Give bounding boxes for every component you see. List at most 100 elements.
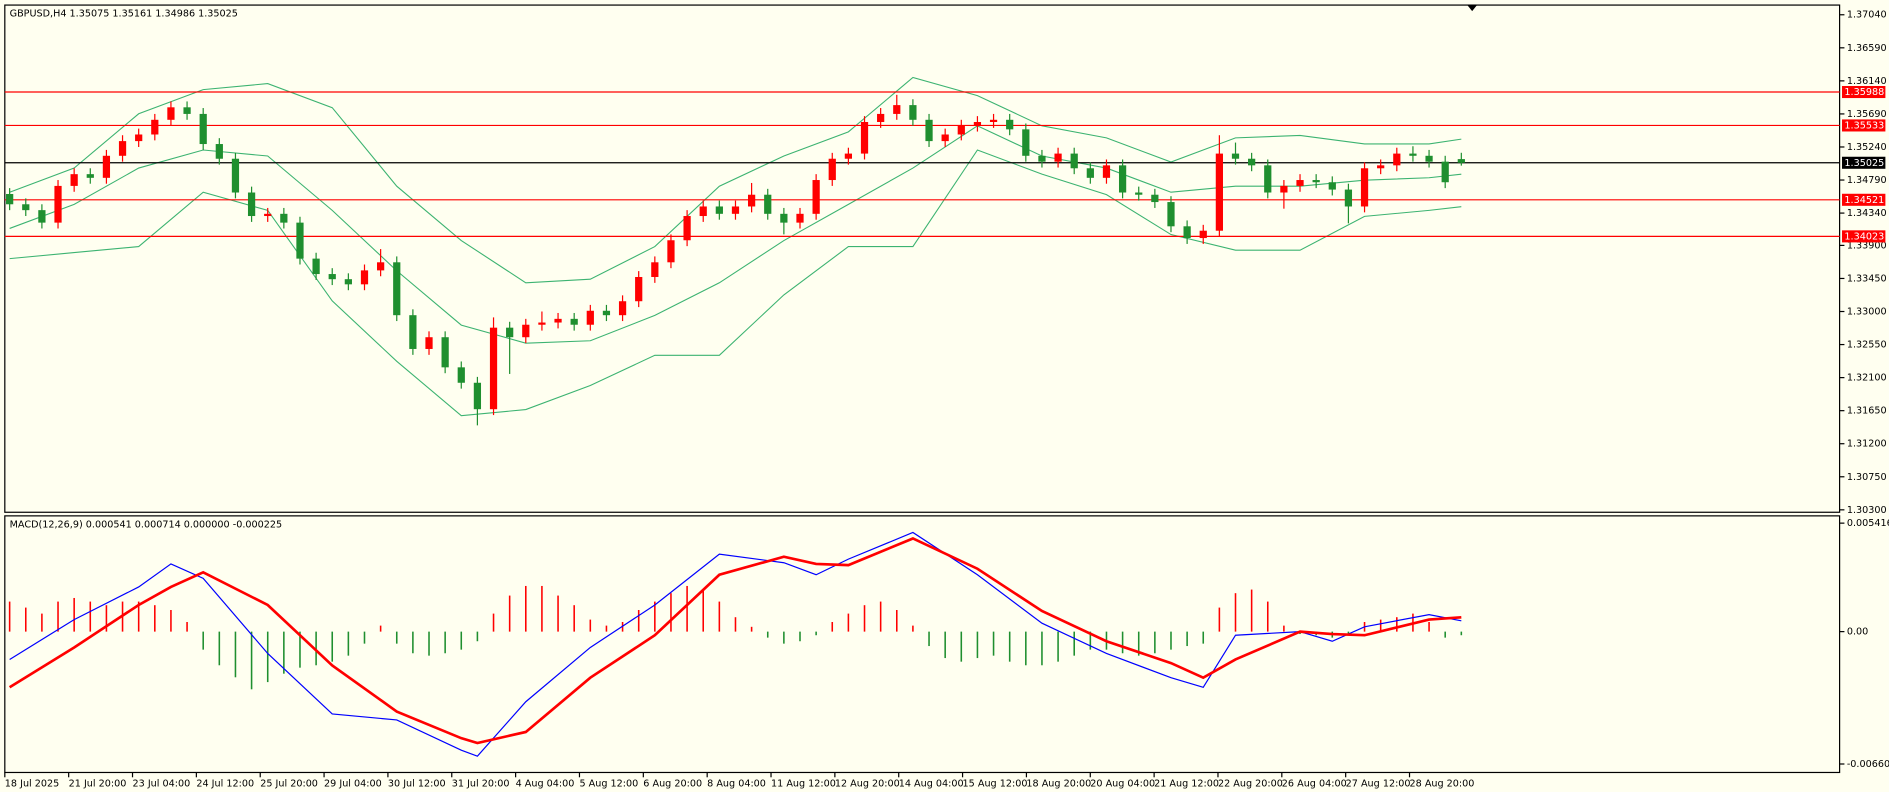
y-tick-label: 1.32100: [1847, 373, 1887, 384]
candle-body: [812, 180, 820, 214]
candle-body: [118, 141, 127, 156]
candle-body: [747, 194, 756, 207]
x-tick-label: 30 Jul 12:00: [388, 778, 446, 789]
x-tick-label: 20 Aug 04:00: [1090, 778, 1155, 789]
candle-body: [941, 134, 949, 142]
candle-body: [457, 367, 465, 383]
y-tick-label: 1.32550: [1847, 340, 1887, 351]
candle-body: [360, 270, 369, 285]
band-upper: [9, 76, 1462, 284]
macd-panel: [4, 515, 1841, 774]
candle-body: [538, 322, 546, 325]
candle-body: [1102, 165, 1111, 178]
candle-body: [1215, 153, 1223, 231]
candle-body: [780, 213, 788, 223]
x-tick-label: 5 Aug 12:00: [579, 778, 638, 789]
candle-body: [731, 206, 740, 214]
candle-body: [328, 274, 336, 280]
candle-body: [377, 262, 385, 271]
y-tick-label: 1.34340: [1847, 208, 1887, 219]
candle-body: [1360, 168, 1369, 207]
candle-body: [231, 158, 240, 193]
candle-body: [844, 153, 853, 159]
y-tick-label: 1.35690: [1847, 109, 1887, 120]
candle-body: [151, 119, 159, 135]
macd-line: [8, 537, 1462, 745]
candle-body: [796, 213, 804, 223]
candle-body: [1264, 165, 1272, 193]
plot-layer: GBPUSD,H4 1.35075 1.35161 1.34986 1.3502…: [4, 9, 1889, 789]
candle-body: [989, 119, 998, 123]
candle-body: [70, 174, 78, 186]
candle-body: [6, 193, 14, 205]
candle-body: [167, 107, 175, 120]
candle-body: [135, 134, 143, 142]
x-tick-label: 27 Aug 12:00: [1346, 778, 1411, 789]
candle-body: [909, 105, 917, 120]
x-tick-label: 25 Jul 20:00: [260, 778, 318, 789]
candle-body: [1006, 119, 1014, 130]
candle-body: [489, 327, 498, 410]
candle-body: [1231, 153, 1240, 159]
price-label-box: [1842, 156, 1886, 169]
y-tick-label: 1.36140: [1847, 76, 1887, 87]
y-tick-label: 1.33900: [1847, 240, 1887, 251]
candle-body: [1151, 194, 1159, 203]
x-tick-label: 21 Jul 20:00: [69, 778, 127, 789]
candle-body: [554, 318, 562, 323]
candle-body: [1248, 158, 1256, 166]
candle-body: [1377, 165, 1385, 169]
candle-body: [199, 113, 207, 145]
price-label: 1.35025: [1844, 158, 1884, 169]
chart-title: GBPUSD,H4 1.35075 1.35161 1.34986 1.3502…: [10, 9, 238, 20]
candle-body: [1344, 189, 1353, 207]
candle-body: [1296, 180, 1304, 186]
y-tick-label: 1.37040: [1847, 10, 1887, 21]
candle-body: [602, 310, 611, 316]
y-tick-label: 0.005416: [1847, 518, 1889, 529]
candle-body: [586, 310, 594, 325]
candle-body: [1409, 153, 1417, 156]
candle-body: [1457, 159, 1465, 163]
candle-body: [22, 204, 30, 211]
x-tick-label: 18 Jul 2025: [5, 778, 59, 789]
x-tick-label: 26 Aug 04:00: [1282, 778, 1347, 789]
x-tick-label: 8 Aug 04:00: [707, 778, 766, 789]
candle-body: [828, 158, 836, 181]
candle-body: [764, 194, 772, 214]
x-tick-label: 11 Aug 12:00: [771, 778, 836, 789]
x-tick-label: 24 Jul 12:00: [196, 778, 254, 789]
x-tick-label: 28 Aug 20:00: [1410, 778, 1475, 789]
candle-body: [280, 213, 288, 223]
candle-body: [102, 155, 111, 178]
candle-body: [683, 216, 691, 241]
candle-body: [1167, 202, 1175, 227]
candle-body: [651, 262, 659, 277]
x-tick-label: 31 Jul 20:00: [452, 778, 510, 789]
candle-body: [877, 113, 885, 123]
candle-body: [1425, 155, 1433, 162]
y-tick-label: 1.30300: [1847, 505, 1887, 516]
price-panel: [4, 4, 1841, 513]
candle-body: [1135, 192, 1143, 195]
x-tick-label: 21 Aug 12:00: [1154, 778, 1219, 789]
candle-body: [973, 122, 982, 126]
y-tick-label: 1.35240: [1847, 142, 1887, 153]
candle-body: [441, 337, 449, 368]
candle-body: [312, 258, 320, 275]
candle-body: [715, 206, 723, 214]
candle-body: [1280, 185, 1288, 193]
x-tick-label: 23 Jul 04:00: [133, 778, 191, 789]
candle-body: [1312, 180, 1320, 183]
candle-body: [183, 107, 191, 114]
candle-body: [1118, 165, 1127, 193]
candle-body: [1086, 168, 1094, 178]
y-tick-label: 1.30750: [1847, 472, 1887, 483]
level-label-box: [1842, 119, 1886, 132]
candle-body: [296, 222, 304, 259]
x-tick-label: 12 Aug 20:00: [835, 778, 900, 789]
candle-body: [667, 240, 675, 263]
candle-body: [1183, 226, 1191, 239]
